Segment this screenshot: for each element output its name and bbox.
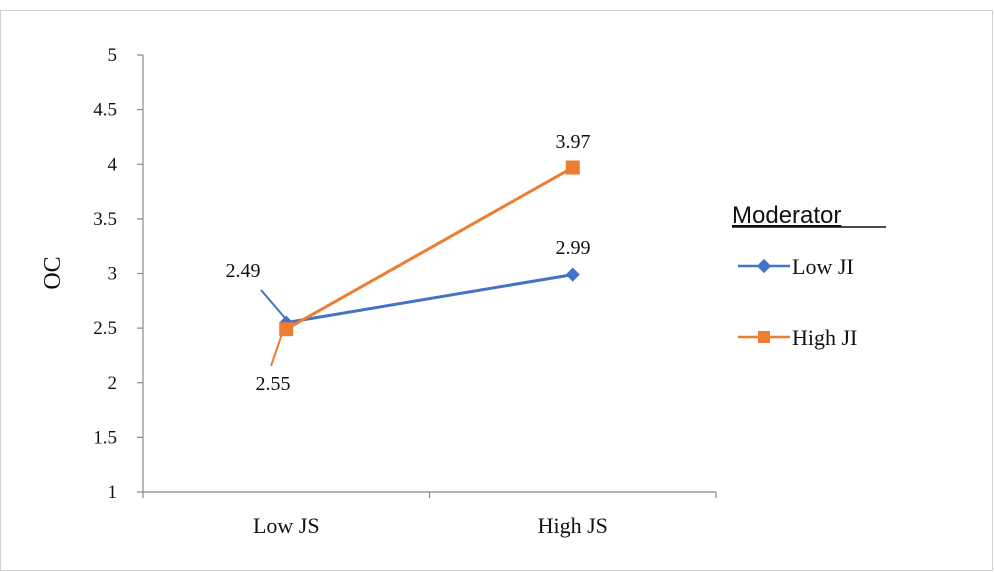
y-axis-title: OC	[40, 256, 66, 289]
y-tick-label: 1.5	[93, 427, 117, 448]
legend-label-low-ji: Low JI	[792, 254, 854, 279]
series-line-high-ji	[285, 166, 574, 331]
series-line-low-ji	[286, 273, 573, 325]
legend: Moderator Low JI High JI	[732, 202, 886, 350]
y-tick-label: 4.5	[93, 100, 117, 121]
leader-line-low-ji	[260, 289, 286, 319]
legend-marker-low-ji	[756, 258, 772, 274]
legend-label-high-ji: High JI	[792, 325, 857, 350]
legend-marker-high-ji	[758, 331, 770, 343]
chart-border	[0, 10, 993, 571]
leader-line-high-ji	[270, 333, 283, 367]
data-label-low-ji-high-js: 2.99	[556, 237, 591, 259]
x-ticks: Low JS High JS	[142, 492, 717, 538]
series-layer	[279, 160, 580, 337]
y-tick-label: 2.5	[93, 318, 117, 339]
x-tick-label: Low JS	[253, 513, 320, 538]
y-tick-label: 5	[108, 45, 118, 66]
data-label-low-ji-low-js: 2.49	[226, 260, 261, 282]
y-tick-label: 3.5	[93, 209, 117, 230]
y-tick-label: 4	[108, 154, 118, 175]
data-point-low-ji	[565, 267, 580, 282]
y-tick-label: 1	[108, 482, 118, 503]
legend-title: Moderator	[732, 202, 841, 229]
y-ticks: 1 1.5 2 2.5 3 3.5 4 4.5 5	[93, 45, 143, 503]
x-tick-label: High JS	[538, 513, 608, 538]
data-label-high-ji-high-js: 3.97	[556, 131, 591, 153]
data-label-high-ji-low-js: 2.55	[256, 373, 291, 395]
y-tick-label: 3	[108, 264, 118, 285]
data-point-high-ji	[279, 322, 294, 337]
y-tick-label: 2	[108, 373, 118, 394]
data-point-high-ji	[565, 160, 580, 175]
